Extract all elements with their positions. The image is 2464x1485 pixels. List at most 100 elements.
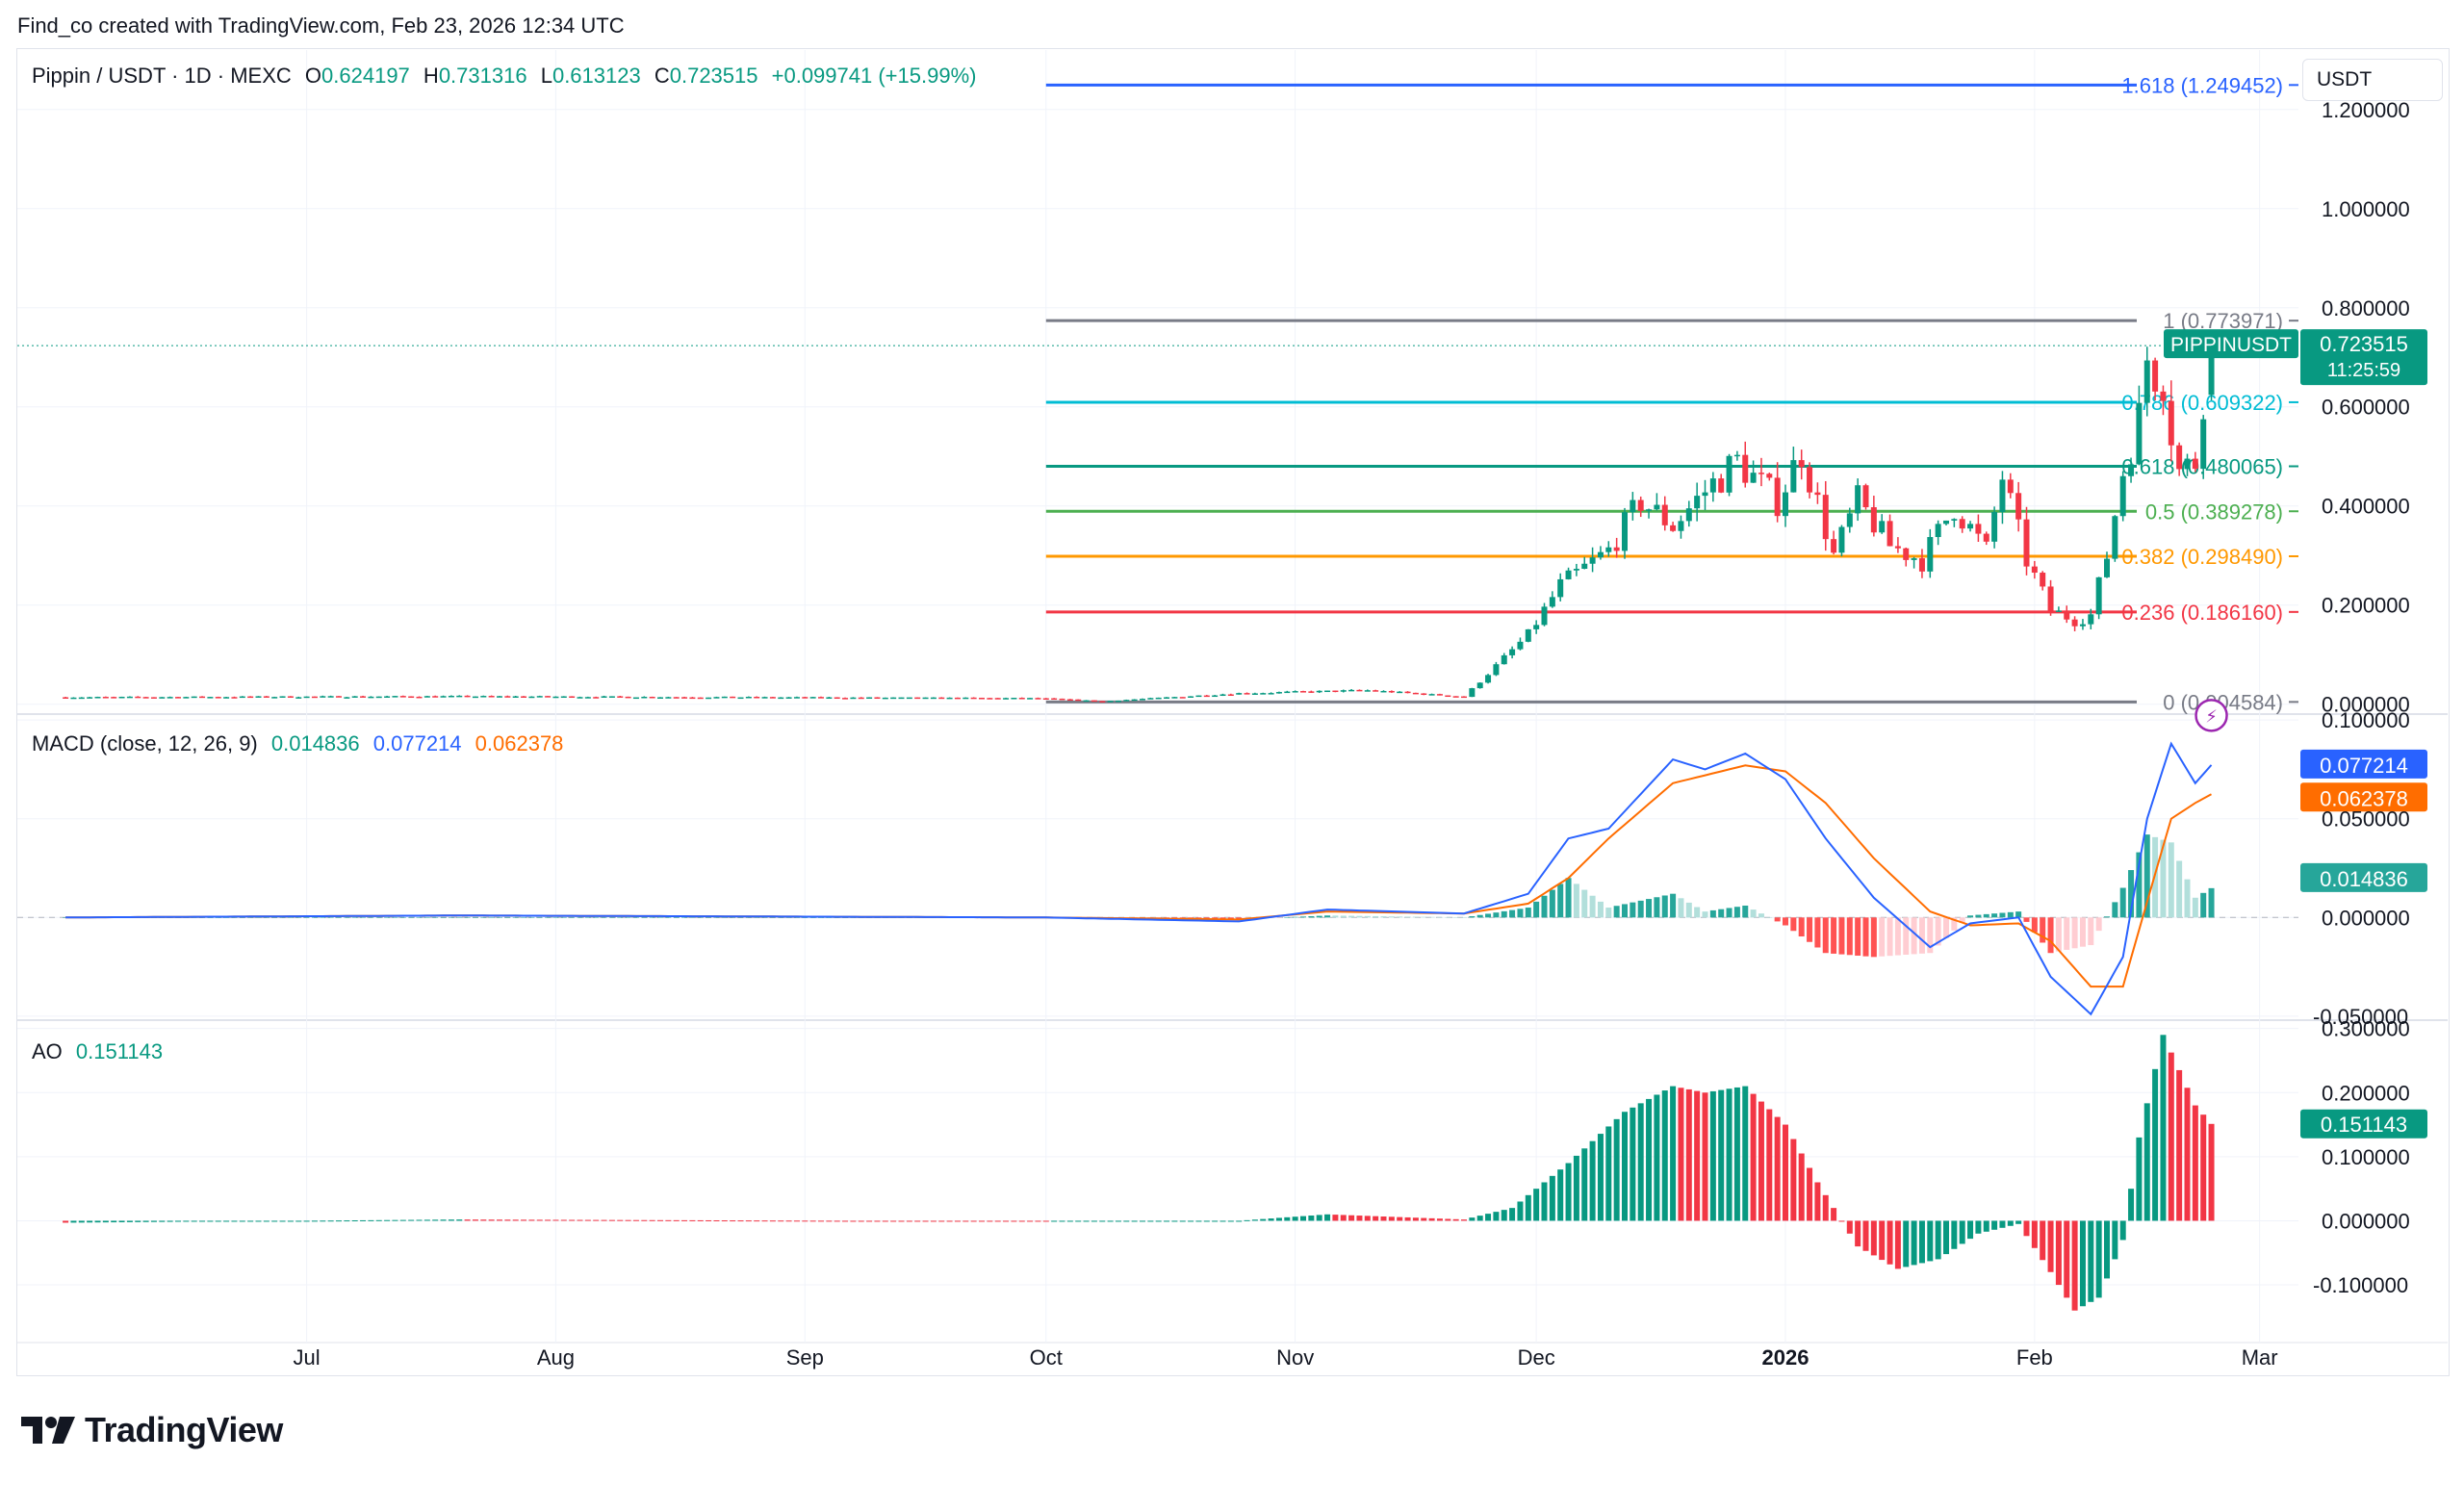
candle-body	[399, 696, 406, 698]
candle-body	[1059, 698, 1065, 701]
ao-bar	[2023, 1220, 2030, 1237]
candle-body	[368, 696, 374, 699]
candle-body	[1605, 547, 1612, 552]
ao-bar	[327, 1220, 334, 1222]
candle-body	[2007, 479, 2014, 494]
ao-bar	[1203, 1220, 1210, 1222]
macd-histogram-bar	[1308, 915, 1315, 918]
ao-bar	[2015, 1220, 2022, 1224]
ao-bar	[1340, 1215, 1347, 1221]
macd-histogram-bar	[497, 917, 502, 918]
candle-body	[1428, 694, 1435, 696]
open-key: O	[304, 64, 322, 88]
ao-bar	[545, 1219, 552, 1221]
lightning-icon-glyph: ⚡	[2205, 706, 2218, 727]
macd-histogram-bar	[2176, 860, 2183, 918]
candle-body	[536, 696, 543, 698]
ao-bar	[2047, 1220, 2054, 1272]
ao-bar	[1236, 1220, 1243, 1222]
candle-body	[142, 697, 149, 699]
ao-bar	[954, 1220, 961, 1222]
macd-histogram-bar	[528, 917, 535, 918]
macd-histogram-bar	[1476, 914, 1483, 918]
ao-bar	[1597, 1134, 1604, 1221]
macd-title[interactable]: MACD (close, 12, 26, 9)	[32, 731, 258, 755]
ao-bar	[287, 1220, 294, 1222]
macd-histogram-bar	[1509, 909, 1516, 918]
candle-body	[175, 697, 181, 699]
candle-body	[1581, 563, 1588, 570]
time-tick-label: 2026	[1762, 1345, 1810, 1370]
candle-body	[1035, 698, 1041, 700]
macd-histogram-bar	[360, 917, 367, 918]
candle-body	[1436, 694, 1443, 696]
macd-histogram-bar	[375, 917, 382, 918]
candle-body	[488, 696, 495, 698]
candle-body	[375, 696, 382, 699]
currency-button[interactable]: USDT	[2302, 59, 2443, 101]
candle-body	[1380, 690, 1387, 693]
candle-body	[2152, 360, 2159, 392]
macd-histogram-bar	[1485, 913, 1492, 918]
ao-bar	[1436, 1218, 1443, 1221]
ao-bar	[456, 1219, 463, 1221]
candle-body	[657, 697, 663, 699]
candle-body	[2160, 391, 2167, 401]
candle-body	[2055, 610, 2062, 612]
macd-histogram-bar	[641, 917, 648, 918]
candle-body	[448, 695, 454, 698]
candle-body	[778, 697, 784, 700]
candle-body	[2040, 573, 2046, 587]
ao-title[interactable]: AO	[32, 1039, 63, 1063]
candle-body	[1654, 504, 1660, 510]
candle-body	[802, 697, 808, 699]
tradingview-brand[interactable]: TradingView	[21, 1410, 283, 1449]
ao-bar	[826, 1220, 833, 1222]
macd-histogram-bar	[1373, 915, 1379, 918]
macd-histogram-bar	[2168, 842, 2174, 918]
ao-bar	[78, 1220, 85, 1223]
ao-bar	[842, 1220, 849, 1222]
candle-body	[673, 697, 680, 699]
candle-body	[1268, 693, 1274, 695]
symbol-label[interactable]: Pippin / USDT · 1D · MEXC	[32, 64, 292, 88]
candle-body	[938, 697, 945, 700]
ao-bar	[2104, 1220, 2110, 1279]
ao-bar	[528, 1219, 535, 1221]
candle-body	[1670, 525, 1677, 531]
time-axis: Jul Aug Sep Oct Nov Dec 2026 Feb Mar	[294, 1345, 2278, 1370]
macd-histogram-bar	[1348, 915, 1355, 918]
macd-histogram-bar	[1709, 909, 1716, 918]
macd-histogram-bar	[1565, 878, 1572, 918]
macd-histogram-bar	[1637, 900, 1644, 918]
macd-tick-label: 0.100000	[2322, 708, 2410, 732]
ao-bar	[2064, 1220, 2070, 1298]
candle-body	[1501, 654, 1507, 665]
low-key: L	[540, 64, 552, 88]
ao-bar	[159, 1220, 166, 1222]
candle-body	[1814, 492, 1821, 496]
ao-bar	[1476, 1216, 1483, 1221]
ao-bar	[1485, 1214, 1492, 1221]
ao-bar	[1983, 1220, 1989, 1232]
candle-body	[1308, 691, 1315, 693]
ao-bar	[1831, 1208, 1837, 1221]
candle-body	[745, 697, 752, 699]
macd-histogram-bar	[2064, 917, 2070, 950]
ao-bar	[351, 1220, 358, 1222]
candle-body	[497, 696, 502, 698]
candle-body	[150, 697, 157, 699]
macd-histogram-bar	[2208, 887, 2215, 918]
candle-body	[2031, 566, 2038, 574]
candle-body	[528, 696, 535, 699]
ao-bar	[930, 1220, 937, 1222]
macd-histogram-bar	[1983, 913, 1989, 918]
candle-body	[962, 697, 969, 700]
candle-body	[247, 696, 254, 699]
macd-histogram-bar	[1324, 915, 1331, 918]
ao-bar	[769, 1220, 776, 1222]
macd-histogram-bar	[1461, 917, 1467, 918]
ao-bar	[1646, 1098, 1653, 1221]
candle-body	[1075, 699, 1082, 702]
